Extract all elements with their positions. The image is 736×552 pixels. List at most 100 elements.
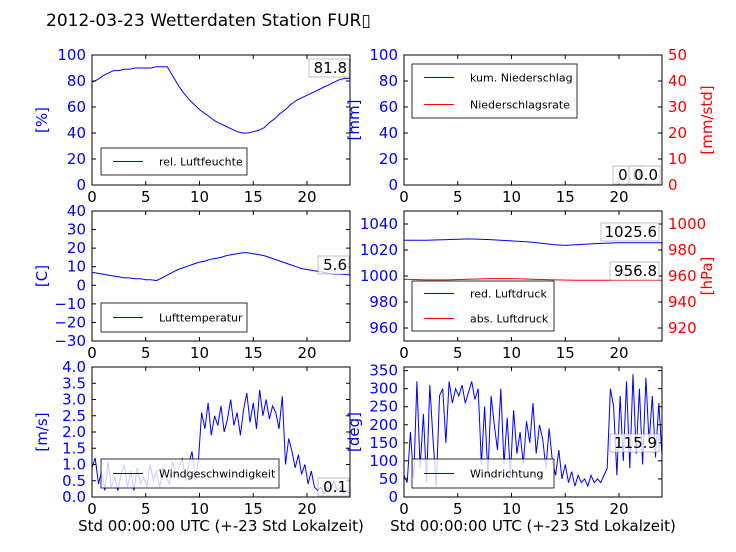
x-tick-label: 20 xyxy=(297,344,316,362)
x-tick-label: 5 xyxy=(141,344,151,362)
y-tick-label: 0 xyxy=(76,276,86,294)
x-tick-label: 0 xyxy=(399,500,409,518)
y-tick-label: 0.0 xyxy=(62,488,86,506)
x-tick-label: 0 xyxy=(87,188,97,206)
x-tick-label: 20 xyxy=(609,188,628,206)
y-axis-label-right: [mm/std] xyxy=(698,85,716,154)
y-tick-label: 250 xyxy=(369,398,398,416)
y-tick-label: 80 xyxy=(67,72,86,90)
y-right-tick-label: 1000 xyxy=(668,215,706,233)
windspeed-panel: 0 5 10 15 20 0.00.51.01.52.02.53.03.54.0 [m/s]… xyxy=(33,358,351,518)
x-tick-label: 10 xyxy=(190,344,209,362)
x-axis-label-left: Std 00:00:00 UTC (+-23 Std Lokalzeit) xyxy=(78,517,364,535)
value-annotation-box xyxy=(317,255,350,275)
x-tick-label: 5 xyxy=(141,500,151,518)
y-tick-label: 20 xyxy=(379,150,398,168)
y-tick-label: 40 xyxy=(67,124,86,142)
y-tick-label: 3.0 xyxy=(62,391,86,409)
y-right-tick-label: 920 xyxy=(668,319,697,337)
x-tick-label: 10 xyxy=(190,188,209,206)
y-right-tick-label: 30 xyxy=(668,98,687,116)
value-annotation: 81.8 xyxy=(314,59,347,77)
y-tick-label: 10 xyxy=(67,258,86,276)
plot-frame xyxy=(91,210,351,342)
y-tick-label: 0 xyxy=(388,176,398,194)
y-tick-label: 80 xyxy=(379,72,398,90)
y-tick-label: 20 xyxy=(67,150,86,168)
y-tick-label: −30 xyxy=(54,332,86,350)
x-tick-label: 10 xyxy=(502,500,521,518)
y-tick-label: 0 xyxy=(388,488,398,506)
y-axis-label: [mm] xyxy=(345,100,363,141)
y-axis-label: [C] xyxy=(33,265,51,287)
y-tick-label: 200 xyxy=(369,416,398,434)
y-tick-label: 1.0 xyxy=(62,456,86,474)
value-annotation: 115.9 xyxy=(614,434,657,452)
figure-title: 2012-03-23 Wetterdaten Station FUR▯ xyxy=(46,11,371,31)
y-tick-label: 980 xyxy=(369,293,398,311)
x-tick-label: 5 xyxy=(453,188,463,206)
x-tick-label: 15 xyxy=(244,500,263,518)
y-tick-label: 150 xyxy=(369,434,398,452)
value-annotation-box xyxy=(600,222,660,242)
x-tick-label: 20 xyxy=(609,500,628,518)
legend-box xyxy=(411,63,578,119)
x-tick-label: 0 xyxy=(399,344,409,362)
plot-frame xyxy=(403,366,663,498)
y-tick-label: 100 xyxy=(369,46,398,64)
legend-entry: rel. Luftfeuchte xyxy=(159,156,243,169)
series-line-red-luftdruck xyxy=(404,238,662,246)
value-annotation-box xyxy=(308,58,350,78)
pressure-panel: 0 5 10 15 20 960 980 1000 1020 1040 920 940 960 980 10… xyxy=(360,210,716,362)
y-tick-label: 0.5 xyxy=(62,472,86,490)
y-tick-label: 1000 xyxy=(360,267,398,285)
x-tick-label: 15 xyxy=(556,344,575,362)
y-tick-label: 4.0 xyxy=(62,358,86,376)
x-tick-label: 5 xyxy=(453,500,463,518)
y-right-tick-label: 50 xyxy=(668,46,687,64)
y-tick-label: 100 xyxy=(369,452,398,470)
y-tick-label: −10 xyxy=(54,295,86,313)
x-tick-label: 5 xyxy=(141,188,151,206)
legend-entry: Windgeschwindigkeit xyxy=(159,468,276,481)
legend-entry: Niederschlagsrate xyxy=(470,99,570,112)
y-right-tick-label: 980 xyxy=(668,241,697,259)
precipitation-panel: 0 5 10 15 20 0 20 40 60 80 100 0 10 20 30 40 50 [mm] [mm/s… xyxy=(345,46,716,206)
value-annotation: 0.1 xyxy=(323,478,347,496)
y-tick-label: 40 xyxy=(67,202,86,220)
y-tick-label: 60 xyxy=(67,98,86,116)
y-tick-label: 40 xyxy=(379,124,398,142)
x-tick-label: 15 xyxy=(244,188,263,206)
y-tick-label: 50 xyxy=(379,470,398,488)
series-line-rel-luftfeuchte xyxy=(92,66,350,134)
y-tick-label: 60 xyxy=(379,98,398,116)
value-annotation-box xyxy=(609,433,660,453)
y-right-tick-label: 20 xyxy=(668,124,687,142)
x-tick-label: 10 xyxy=(502,344,521,362)
x-tick-label: 5 xyxy=(453,344,463,362)
legend-entry: abs. Luftdruck xyxy=(470,313,549,326)
value-annotation-right: 0.0 xyxy=(634,166,658,184)
y-tick-label: 2.0 xyxy=(62,423,86,441)
y-tick-label: 960 xyxy=(369,319,398,337)
legend-entry: Windrichtung xyxy=(470,468,543,481)
y-axis-label-right: [hPa] xyxy=(698,257,716,296)
x-tick-label: 20 xyxy=(609,344,628,362)
y-tick-label: 300 xyxy=(369,380,398,398)
x-tick-label: 10 xyxy=(502,188,521,206)
y-tick-label: 2.5 xyxy=(62,407,86,425)
y-tick-label: 1020 xyxy=(360,241,398,259)
y-right-tick-label: 0 xyxy=(668,176,678,194)
y-axis-label: [deg] xyxy=(345,412,363,452)
y-axis-label: [%] xyxy=(33,107,51,133)
x-axis-label-right: Std 00:00:00 UTC (+-23 Std Lokalzeit) xyxy=(390,517,676,535)
x-tick-label: 15 xyxy=(244,344,263,362)
y-tick-label: 100 xyxy=(57,46,86,64)
winddirection-panel: 0 5 10 15 20050100150200250300350[deg]Windri… xyxy=(345,362,663,518)
temperature-panel: 0 5 10 15 20−30−20−10010203040[C]Lufttempera… xyxy=(33,202,351,362)
y-right-tick-label: 40 xyxy=(668,72,687,90)
legend-entry: red. Luftdruck xyxy=(470,288,547,301)
y-axis-label: [m/s] xyxy=(33,412,51,451)
legend-box xyxy=(411,280,555,332)
